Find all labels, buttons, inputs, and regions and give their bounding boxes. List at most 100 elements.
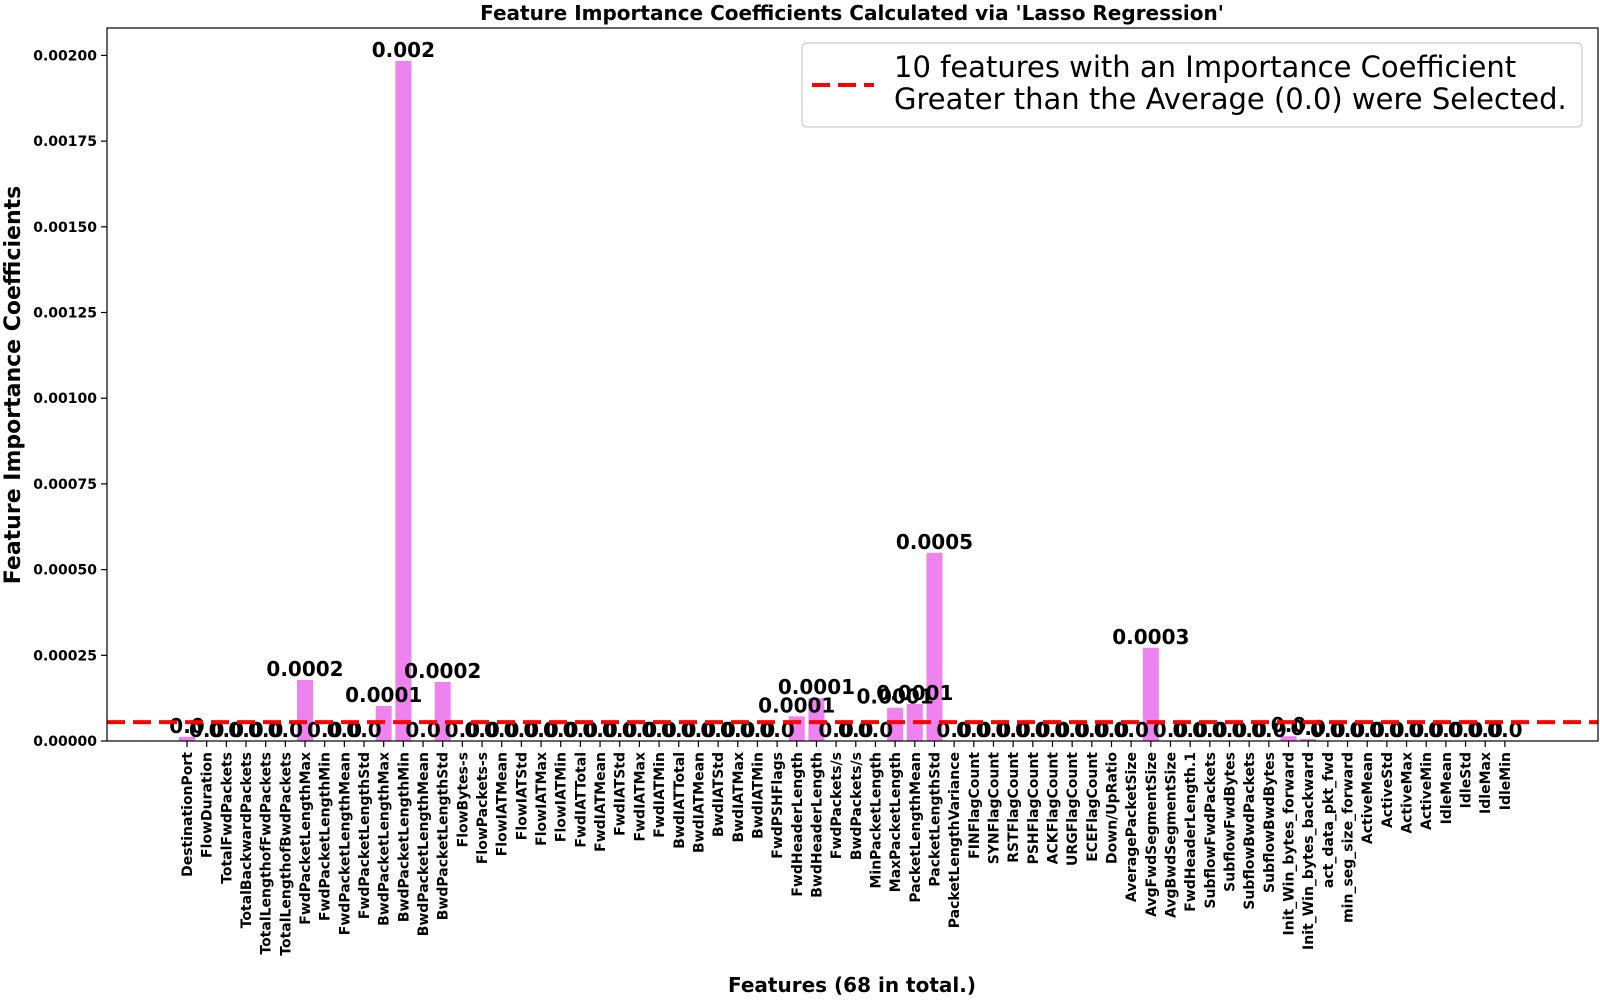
x-tick-label: TotalLengthofFwdPackets — [259, 752, 275, 955]
x-tick-label: ActiveStd — [1380, 752, 1396, 828]
x-tick-label: SubflowBwdBytes — [1262, 752, 1278, 893]
y-tick-label: 0.00125 — [33, 306, 97, 322]
x-tick-label: TotalFwdPackets — [219, 752, 235, 884]
x-tick-label: MinPacketLength — [868, 752, 884, 889]
x-tick-label: FwdIATStd — [613, 752, 629, 836]
legend: 10 features with an Importance Coefficie… — [801, 42, 1583, 128]
x-tick-label: act_data_pkt_fwd — [1321, 752, 1337, 888]
data-label: 0.0001 — [857, 685, 934, 709]
x-tick-label: FlowIATStd — [514, 752, 530, 840]
x-tick-label: BwdPacketLengthMin — [396, 752, 412, 922]
x-tick-label: FlowPackets-s — [475, 752, 491, 864]
data-label: 0.0001 — [778, 675, 855, 699]
x-tick-label: DestinationPort — [180, 752, 196, 877]
data-label: 0.002 — [372, 38, 435, 62]
x-tick-label: BwdPacketLengthMean — [416, 752, 432, 936]
x-tick-label: IdleMean — [1439, 752, 1455, 824]
x-tick-label: Down/UpRatio — [1104, 752, 1120, 864]
data-label: 0.0002 — [266, 657, 343, 681]
x-tick-label: FwdIATMean — [593, 752, 609, 852]
x-tick-label: BwdPackets/s — [849, 752, 865, 860]
x-tick-label: IdleStd — [1459, 752, 1475, 808]
data-label: 0.0001 — [758, 693, 835, 717]
x-tick-label: IdleMax — [1478, 752, 1494, 814]
bar — [1300, 738, 1317, 741]
x-tick-label: BwdIATMin — [750, 752, 766, 839]
data-labels: 0.00.00.00.00.00.00.00020.00.00.00.00010… — [169, 38, 1522, 742]
x-tick-label: RSTFlagCount — [1006, 752, 1022, 863]
bar — [926, 552, 943, 741]
x-tick-label: FwdPSHFlags — [770, 752, 786, 859]
y-tick-label: 0.00075 — [33, 477, 97, 493]
x-tick-label: FwdIATMin — [652, 752, 668, 838]
x-tick-label: PacketLengthVariance — [947, 752, 963, 928]
y-tick-label: 0.00175 — [33, 134, 97, 150]
x-tick-label: SubflowBwdPackets — [1242, 752, 1258, 910]
x-tick-label: FwdHeaderLength — [790, 752, 806, 897]
x-tick-label: TotalBackwardPackets — [239, 752, 255, 928]
x-tick-label: FlowIATMean — [495, 752, 511, 856]
x-tick-label: BwdHeaderLength — [809, 752, 825, 898]
x-tick-label: FwdHeaderLength.1 — [1183, 752, 1199, 912]
x-tick-label: FwdPackets/s — [829, 752, 845, 859]
x-tick-label: Init_Win_bytes_backward — [1301, 752, 1317, 950]
data-label: 0.0001 — [345, 683, 422, 707]
bar — [297, 679, 314, 741]
y-tick-label: 0.00025 — [33, 648, 97, 664]
bar — [1142, 647, 1159, 741]
x-tick-label: IdleMin — [1498, 752, 1514, 810]
x-tick-label: FlowIATMin — [554, 752, 570, 842]
x-tick-label: PacketLengthStd — [927, 752, 943, 887]
x-tick-label: PacketLengthMean — [908, 752, 924, 903]
x-tick-label: BwdIATStd — [711, 752, 727, 837]
x-axis: DestinationPort FlowDuration TotalFwdPacke… — [180, 741, 1514, 956]
x-tick-label: URGFlagCount — [1065, 752, 1081, 866]
bar — [179, 736, 195, 741]
y-tick-label: 0.00100 — [33, 391, 97, 407]
legend-text-line-1: 10 features with an Importance Coefficie… — [894, 50, 1516, 84]
x-tick-label: Init_Win_bytes_forward — [1282, 752, 1298, 935]
x-tick-label: FlowIATMax — [534, 752, 550, 846]
y-axis: 0.00000 0.00025 0.00050 0.00075 0.00100 0.001… — [33, 48, 107, 750]
x-tick-label: min_seg_size_forward — [1341, 752, 1357, 923]
data-label: 0.0 — [169, 714, 204, 738]
x-tick-label: FwdIATMax — [632, 752, 648, 841]
x-tick-label: BwdIATMean — [691, 752, 707, 853]
x-tick-label: FwdPacketLengthMax — [298, 752, 314, 925]
data-label: 0.0 — [1271, 713, 1306, 737]
y-tick-label: 0.00000 — [33, 734, 97, 750]
x-axis-label: Features (68 in total.) — [728, 973, 976, 997]
x-tick-label: BwdPacketLengthMax — [377, 752, 393, 926]
chart-title: Feature Importance Coefficients Calculat… — [480, 1, 1224, 25]
y-tick-label: 0.00200 — [33, 48, 97, 64]
data-label: 0.0 — [1290, 716, 1325, 740]
x-tick-label: SYNFlagCount — [986, 752, 1002, 865]
x-tick-label: BwdIATMax — [731, 752, 747, 843]
y-tick-label: 0.00050 — [33, 563, 97, 579]
x-tick-label: AvgBwdSegmentSize — [1164, 752, 1180, 918]
x-tick-label: FwdPacketLengthMin — [318, 752, 334, 921]
x-tick-label: FwdPacketLengthMean — [337, 752, 353, 935]
x-tick-label: MaxPacketLength — [888, 752, 904, 892]
x-tick-label: BwdPacketLengthStd — [436, 752, 452, 920]
x-tick-label: FlowDuration — [200, 752, 216, 858]
legend-box — [801, 42, 1583, 128]
x-tick-label: TotalLengthofBwdPackets — [278, 752, 294, 956]
x-tick-label: AvgFwdSegmentSize — [1144, 752, 1160, 917]
bar — [808, 698, 825, 741]
x-tick-label: AveragePacketSize — [1124, 752, 1140, 902]
x-tick-label: SubflowFwdPackets — [1203, 752, 1219, 909]
data-label: 0.0001 — [876, 681, 953, 705]
x-tick-label: FwdIATTotal — [573, 752, 589, 848]
x-tick-label: SubflowFwdBytes — [1223, 752, 1239, 892]
y-axis-label: Feature Importance Coefficients — [1, 186, 26, 584]
x-tick-label: FwdPacketLengthStd — [357, 752, 373, 919]
bar — [1280, 736, 1297, 741]
x-tick-label: FlowBytes-s — [455, 752, 471, 847]
x-tick-label: ActiveMean — [1360, 752, 1376, 844]
data-label: 0.0002 — [404, 659, 481, 683]
x-tick-label: ECEFlagCount — [1085, 752, 1101, 862]
plot-frame — [106, 27, 1599, 742]
x-tick-label: ActiveMax — [1400, 752, 1416, 834]
